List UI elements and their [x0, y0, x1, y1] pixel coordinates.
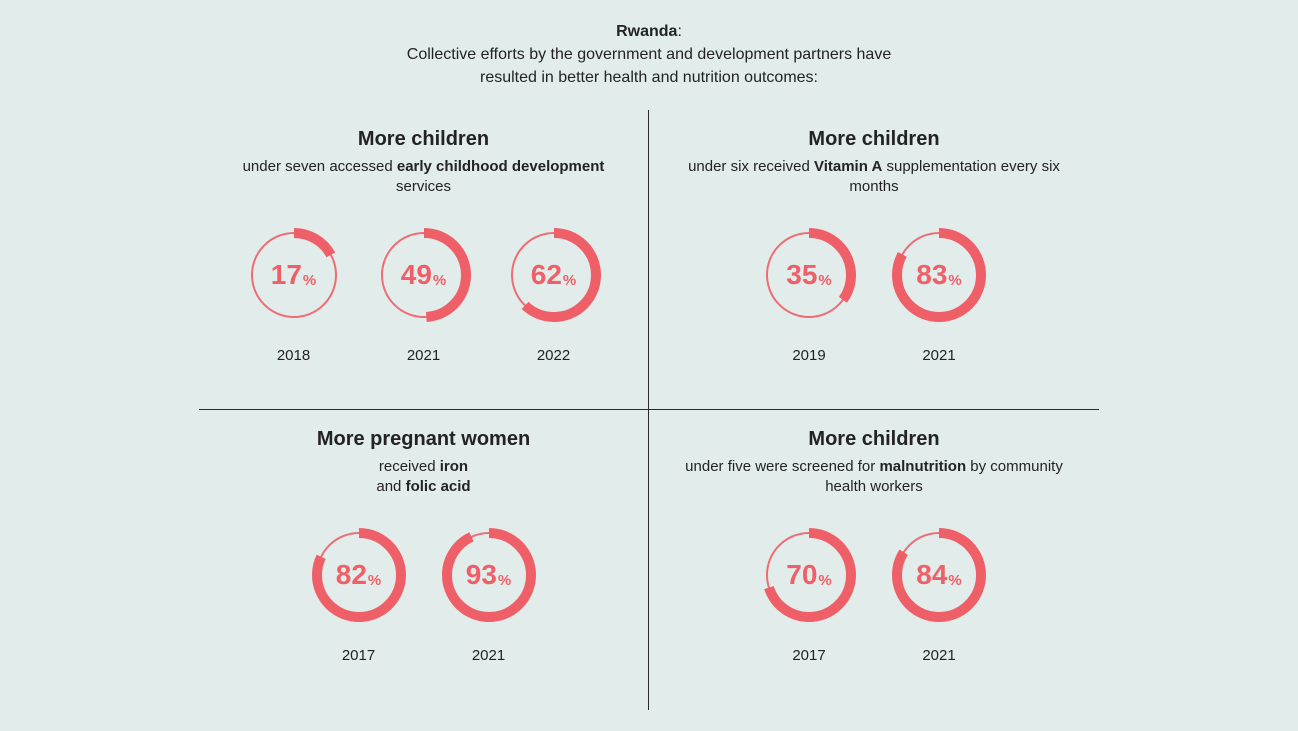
donut-value: 70% [759, 525, 859, 625]
panel-title: More children [808, 428, 939, 451]
donut-item: 49% 2021 [374, 225, 474, 364]
donut-number: 70 [786, 561, 817, 589]
percent-sign: % [948, 573, 961, 588]
donut-year: 2021 [922, 647, 955, 664]
donut-value: 35% [759, 225, 859, 325]
donut-year: 2017 [792, 647, 825, 664]
donut-chart: 35% [759, 225, 859, 325]
donut-row: 35% 2019 83% 2021 [759, 225, 989, 364]
panel-title: More children [358, 128, 489, 151]
donut-year: 2019 [792, 347, 825, 364]
donut-item: 84% 2021 [889, 525, 989, 664]
donut-year: 2017 [342, 647, 375, 664]
donut-chart: 70% [759, 525, 859, 625]
donut-chart: 49% [374, 225, 474, 325]
panel-description: received ironand folic acid [376, 457, 470, 498]
donut-chart: 62% [504, 225, 604, 325]
panel-title: More children [808, 128, 939, 151]
donut-number: 17 [271, 261, 302, 289]
panel-description: under five were screened for malnutritio… [679, 457, 1069, 498]
donut-value: 93% [439, 525, 539, 625]
donut-number: 83 [916, 261, 947, 289]
donut-item: 82% 2017 [309, 525, 409, 664]
donut-value: 17% [244, 225, 344, 325]
percent-sign: % [818, 273, 831, 288]
donut-year: 2022 [537, 347, 570, 364]
header-colon: : [677, 23, 681, 40]
donut-item: 93% 2021 [439, 525, 539, 664]
donut-number: 82 [336, 561, 367, 589]
donut-value: 82% [309, 525, 409, 625]
panel-malnutrition: More children under five were screened fo… [649, 410, 1099, 710]
donut-chart: 83% [889, 225, 989, 325]
donut-item: 62% 2022 [504, 225, 604, 364]
donut-year: 2021 [407, 347, 440, 364]
percent-sign: % [433, 273, 446, 288]
donut-year: 2021 [922, 347, 955, 364]
panel-description: under six received Vitamin A supplementa… [679, 157, 1069, 198]
header-country: Rwanda [616, 23, 677, 40]
page-header: Rwanda: Collective efforts by the govern… [40, 20, 1258, 90]
donut-number: 93 [466, 561, 497, 589]
percent-sign: % [948, 273, 961, 288]
panel-title: More pregnant women [317, 428, 530, 451]
donut-chart: 17% [244, 225, 344, 325]
header-subtitle-line2: resulted in better health and nutrition … [480, 69, 818, 86]
percent-sign: % [303, 273, 316, 288]
percent-sign: % [818, 573, 831, 588]
percent-sign: % [563, 273, 576, 288]
donut-number: 49 [401, 261, 432, 289]
donut-number: 62 [531, 261, 562, 289]
panel-vitamin-a: More children under six received Vitamin … [649, 110, 1099, 410]
donut-year: 2021 [472, 647, 505, 664]
donut-chart: 84% [889, 525, 989, 625]
donut-value: 83% [889, 225, 989, 325]
panel-grid: More children under seven accessed early … [199, 110, 1099, 710]
donut-number: 35 [786, 261, 817, 289]
donut-value: 49% [374, 225, 474, 325]
donut-item: 83% 2021 [889, 225, 989, 364]
donut-item: 70% 2017 [759, 525, 859, 664]
donut-item: 17% 2018 [244, 225, 344, 364]
donut-value: 62% [504, 225, 604, 325]
percent-sign: % [368, 573, 381, 588]
panel-description: under seven accessed early childhood dev… [229, 157, 618, 198]
panel-iron-folic: More pregnant women received ironand foli… [199, 410, 649, 710]
donut-chart: 93% [439, 525, 539, 625]
panel-ecd: More children under seven accessed early … [199, 110, 649, 410]
donut-row: 82% 2017 93% 2021 [309, 525, 539, 664]
donut-item: 35% 2019 [759, 225, 859, 364]
donut-row: 70% 2017 84% 2021 [759, 525, 989, 664]
donut-number: 84 [916, 561, 947, 589]
donut-year: 2018 [277, 347, 310, 364]
percent-sign: % [498, 573, 511, 588]
donut-chart: 82% [309, 525, 409, 625]
donut-value: 84% [889, 525, 989, 625]
infographic-page: Rwanda: Collective efforts by the govern… [0, 0, 1298, 731]
donut-row: 17% 2018 49% 2021 62% 2022 [244, 225, 604, 364]
header-subtitle-line1: Collective efforts by the government and… [407, 46, 891, 63]
